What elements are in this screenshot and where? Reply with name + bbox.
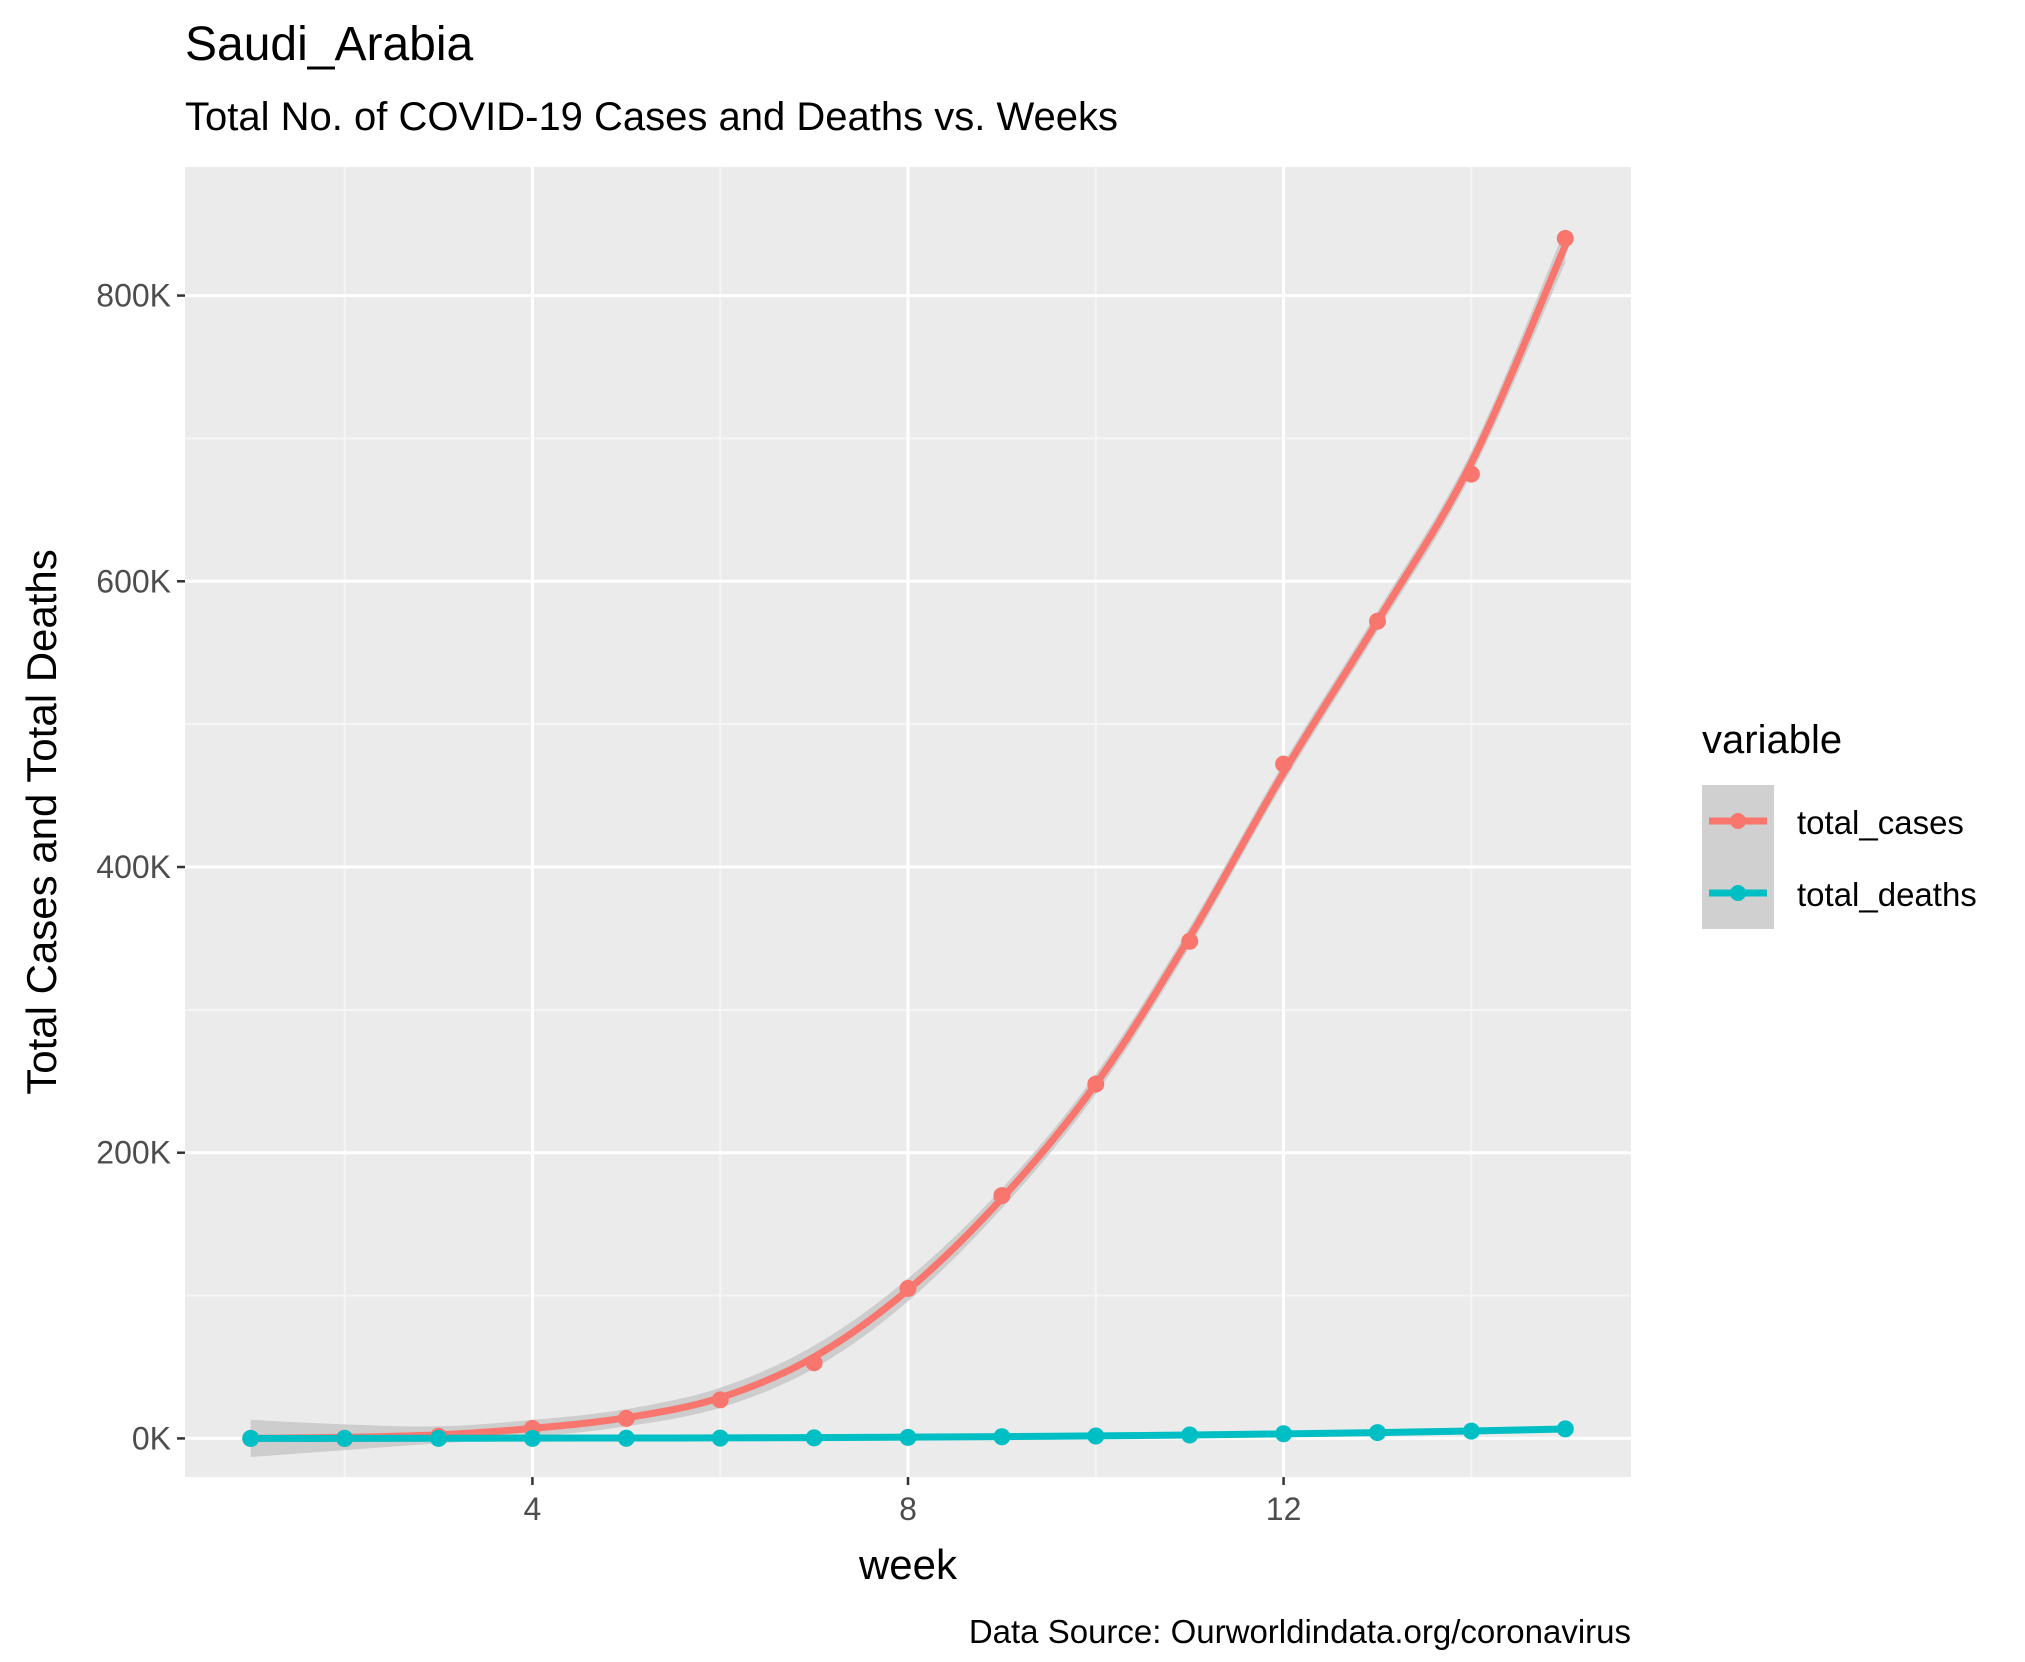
y-axis: 0K 200K 400K 600K 800K (96, 278, 185, 1456)
grid-major-lines (185, 167, 1631, 1477)
point-total-deaths (899, 1428, 917, 1446)
y-axis-label: Total Cases and Total Deaths (18, 549, 65, 1095)
point-total-deaths (993, 1428, 1011, 1446)
legend-key-point-total-cases (1730, 813, 1746, 829)
point-total-deaths (805, 1429, 823, 1447)
point-total-deaths (1556, 1420, 1574, 1438)
legend-title: variable (1702, 718, 1842, 762)
x-axis-label: week (858, 1541, 958, 1588)
point-total-deaths (1462, 1422, 1480, 1440)
x-tick-label: 8 (899, 1491, 917, 1527)
y-tick-label: 400K (96, 849, 171, 885)
legend-label-total-deaths: total_deaths (1797, 876, 1977, 913)
y-tick-label: 200K (96, 1135, 171, 1171)
point-total-deaths (430, 1429, 448, 1447)
series-points (242, 229, 1574, 1447)
point-total-cases (805, 1354, 823, 1372)
point-total-cases (993, 1187, 1011, 1205)
point-total-cases (1275, 755, 1293, 773)
point-total-deaths (1368, 1424, 1386, 1442)
point-total-cases (1462, 465, 1480, 483)
y-tick-label: 0K (132, 1420, 171, 1456)
point-total-deaths (617, 1429, 635, 1447)
point-total-deaths (242, 1429, 260, 1447)
point-total-deaths (336, 1429, 354, 1447)
point-total-deaths (1275, 1425, 1293, 1443)
point-total-deaths (711, 1429, 729, 1447)
point-total-cases (711, 1391, 729, 1409)
point-total-cases (1368, 612, 1386, 630)
point-total-deaths (1181, 1426, 1199, 1444)
chart-caption: Data Source: Ourworldindata.org/coronavi… (969, 1613, 1631, 1650)
legend: variable total_cases total_deaths (1702, 718, 1977, 929)
point-total-deaths (1087, 1427, 1105, 1445)
point-total-cases (617, 1409, 635, 1427)
point-total-cases (1556, 229, 1574, 247)
legend-label-total-cases: total_cases (1797, 804, 1964, 841)
x-tick-label: 4 (524, 1491, 542, 1527)
x-tick-label: 12 (1266, 1491, 1302, 1527)
point-total-cases (1087, 1075, 1105, 1093)
x-axis: 4 8 12 (524, 1477, 1302, 1527)
chart-subtitle: Total No. of COVID-19 Cases and Deaths v… (185, 95, 1118, 139)
point-total-cases (1181, 932, 1199, 950)
point-total-cases (899, 1279, 917, 1297)
chart-title: Saudi_Arabia (185, 18, 474, 71)
point-total-deaths (523, 1429, 541, 1447)
legend-key-point-total-deaths (1730, 885, 1746, 901)
y-tick-label: 600K (96, 563, 171, 599)
y-tick-label: 800K (96, 278, 171, 314)
